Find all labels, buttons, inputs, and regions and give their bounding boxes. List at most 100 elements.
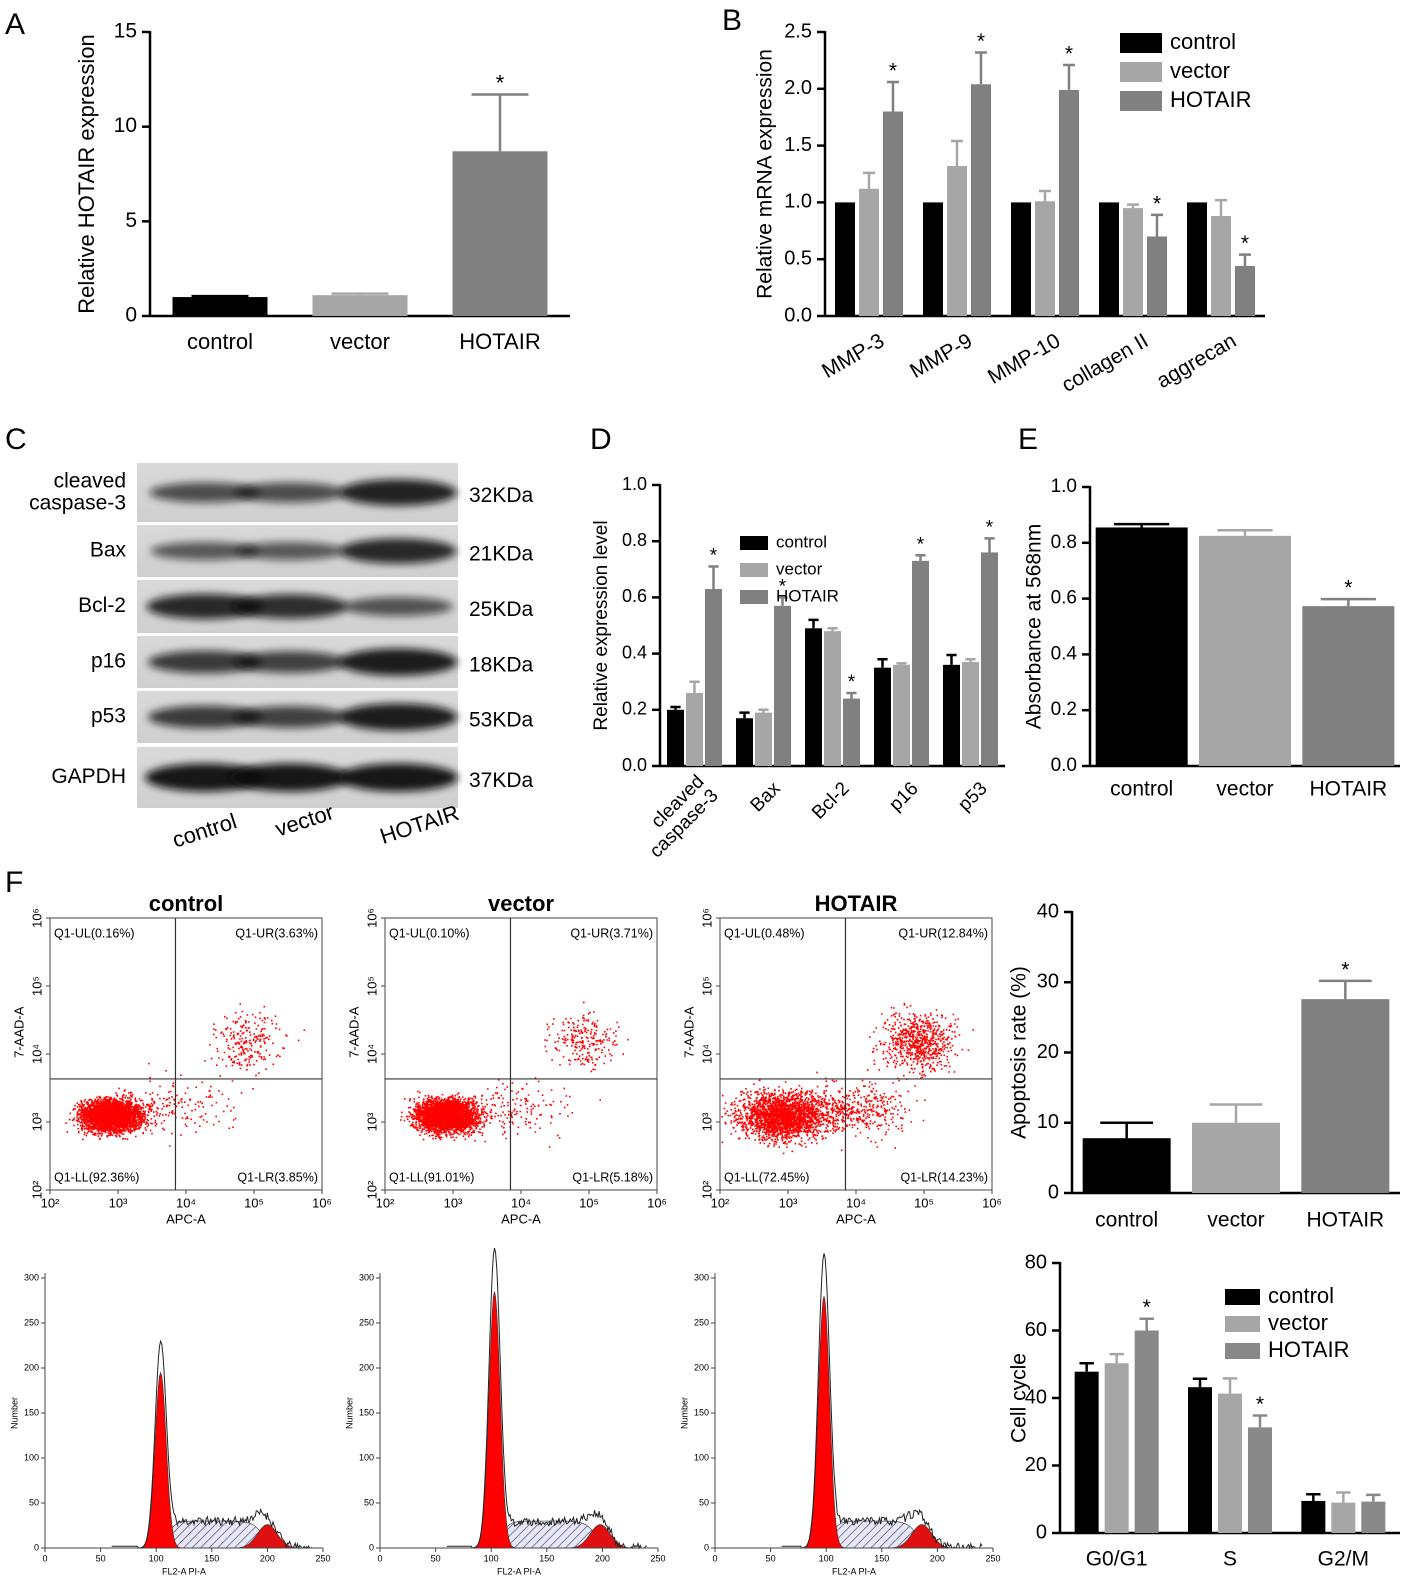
protein-label: p16: [91, 650, 126, 673]
y-tick-label: 300: [359, 1272, 374, 1282]
x-tick-label: 150: [874, 1553, 889, 1563]
x-tick-label: 100: [484, 1553, 499, 1563]
bar: [1134, 1330, 1159, 1533]
y-tick-label: 200: [24, 1362, 39, 1372]
x-tick-label: control: [1095, 1209, 1158, 1232]
y-tick-label: 0.6: [1051, 588, 1077, 609]
error-bar: [1217, 528, 1273, 536]
y-tick-label: 50: [29, 1497, 39, 1507]
x-tick-label: cleavedcaspase-3: [632, 771, 723, 862]
size-label: 53KDa: [469, 709, 534, 732]
legend-label: HOTAIR: [1268, 1337, 1349, 1362]
x-tick-label: 10²: [711, 1195, 730, 1210]
error-bar: [1100, 1121, 1154, 1139]
x-tick-label: MMP-10: [984, 329, 1064, 389]
size-label: 37KDa: [469, 769, 534, 792]
bar: [312, 295, 408, 316]
y-tick-label: 250: [359, 1317, 374, 1327]
y-tick-label: 100: [24, 1452, 39, 1462]
legend-swatch: [1120, 33, 1162, 53]
significance-mark: *: [986, 517, 994, 538]
x-tick-label: 10²: [376, 1195, 395, 1210]
bar: [1301, 1500, 1326, 1533]
blot-band: [338, 763, 458, 792]
x-tick-label: 150: [539, 1553, 554, 1563]
y-tick-label: 0.5: [784, 247, 812, 269]
bar: [1199, 535, 1291, 766]
event-cloud: [721, 1002, 974, 1155]
y-tick-label: 150: [24, 1407, 39, 1417]
quadrant-label: Q1-LR(5.18%): [572, 1170, 653, 1184]
y-tick-label: 10²: [699, 1180, 714, 1199]
legend-swatch: [1225, 1316, 1260, 1332]
bar: [1192, 1122, 1280, 1193]
error-bar: [331, 292, 389, 296]
legend-swatch: [1120, 91, 1162, 111]
quadrant-label: Q1-LL(92.36%): [54, 1170, 139, 1184]
x-tick-label: HOTAIR: [459, 329, 540, 354]
quadrant-label: Q1-LL(72.45%): [724, 1170, 809, 1184]
y-tick-label: 1.0: [1051, 476, 1077, 497]
y-tick-label: 50: [364, 1497, 374, 1507]
error-bar: [1063, 63, 1075, 90]
x-tick-label: Bax: [747, 778, 785, 816]
error-bar: [1222, 1377, 1238, 1394]
x-tick-label: MMP-3: [818, 329, 888, 383]
error-bar: [1366, 1493, 1381, 1502]
y-tick-label: 0: [34, 1542, 39, 1552]
x-tick-label: 50: [431, 1553, 441, 1563]
significance-mark: *: [779, 576, 787, 597]
bar: [805, 628, 822, 766]
y-tick-label: 150: [359, 1407, 374, 1417]
error-bar: [808, 618, 819, 629]
size-label: 18KDa: [469, 654, 534, 677]
event-cloud: [65, 1003, 306, 1147]
blot-band: [233, 651, 347, 673]
protein-label: Bax: [90, 539, 127, 562]
x-tick-label: G0/G1: [1086, 1548, 1148, 1571]
x-tick-label: 50: [766, 1553, 776, 1563]
panel-label: A: [5, 8, 25, 41]
x-tick-label: 250: [650, 1553, 665, 1563]
error-bar: [1114, 522, 1170, 528]
bar: [1104, 1363, 1129, 1533]
y-tick-label: 2.0: [784, 77, 812, 99]
error-bar: [1209, 1103, 1263, 1123]
quadrant-label: Q1-LR(14.23%): [900, 1170, 988, 1184]
size-label: 32KDa: [469, 484, 534, 507]
x-tick-label: vector: [1216, 778, 1273, 801]
bar: [1123, 208, 1143, 316]
y-tick-label: 20: [1025, 1454, 1047, 1476]
error-bar: [896, 662, 907, 665]
y-tick-label: 10: [1037, 1111, 1059, 1133]
y-tick-label: 10: [114, 114, 137, 137]
y-axis-label: Relative HOTAIR expression: [74, 34, 99, 314]
x-tick-label: HOTAIR: [1309, 778, 1387, 801]
size-label: 25KDa: [469, 598, 534, 621]
y-axis-label: Number: [679, 1397, 689, 1429]
error-bar: [984, 537, 995, 553]
y-tick-label: 10⁶: [699, 908, 714, 928]
x-tick-label: 10⁶: [647, 1195, 667, 1210]
x-tick-label: p16: [885, 778, 922, 815]
y-tick-label: 10³: [29, 1112, 44, 1131]
y-tick-label: 100: [359, 1452, 374, 1462]
error-bar: [1151, 213, 1163, 237]
x-tick-label: 10⁵: [914, 1195, 934, 1210]
histogram-outline: [446, 1247, 647, 1550]
x-tick-label: HOTAIR: [1306, 1209, 1384, 1232]
legend-label: vector: [776, 559, 823, 578]
x-tick-label: 10³: [109, 1195, 128, 1210]
bar: [755, 712, 772, 766]
y-axis-label: Number: [344, 1397, 354, 1429]
x-tick-label: 200: [595, 1553, 610, 1563]
blot-band: [149, 482, 261, 503]
y-tick-label: 20: [1037, 1041, 1059, 1063]
bar: [1235, 266, 1255, 316]
blot-band: [343, 597, 453, 616]
blot-band: [145, 763, 265, 792]
y-tick-label: 2.5: [784, 20, 812, 42]
protein-label: cleaved caspase-3: [29, 469, 126, 514]
x-tick-label: 10⁵: [579, 1195, 599, 1210]
y-tick-label: 10⁶: [29, 908, 44, 928]
